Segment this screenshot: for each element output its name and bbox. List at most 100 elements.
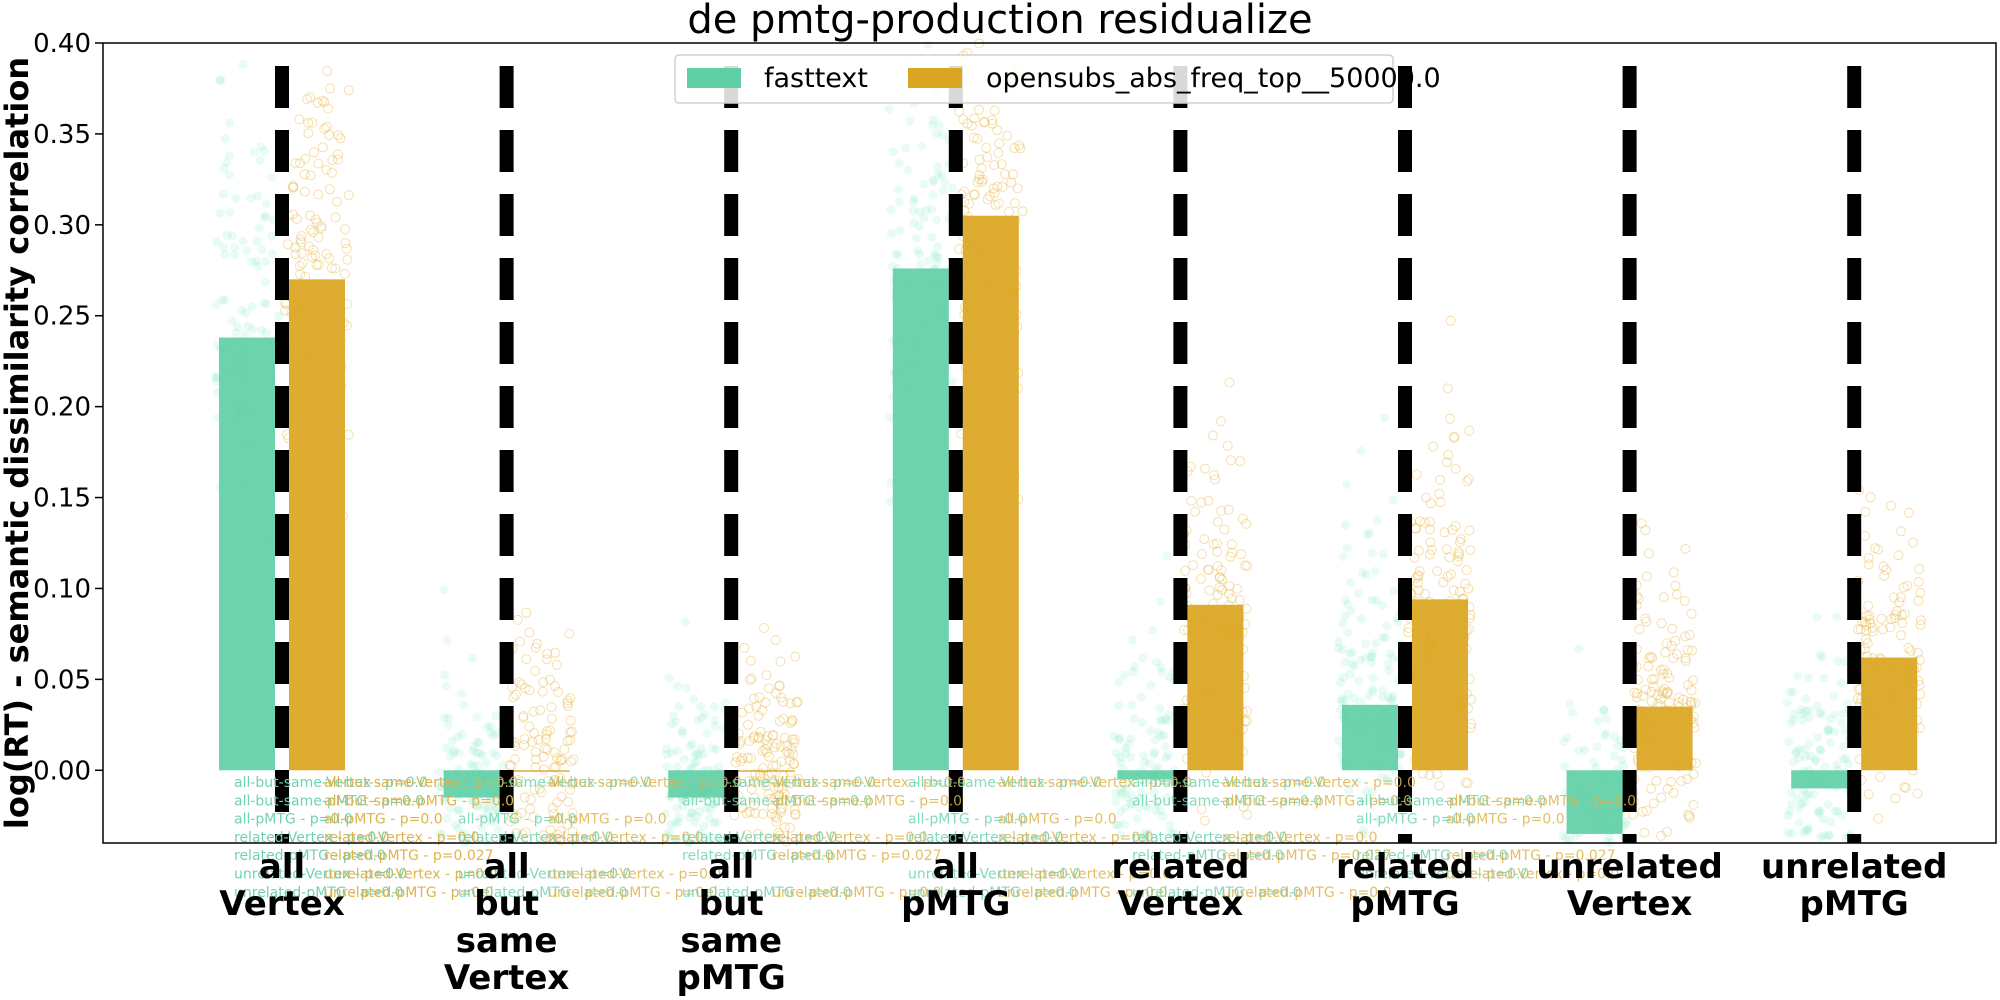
scatter-point	[1899, 782, 1910, 793]
scatter-point	[787, 734, 798, 745]
scatter-point	[290, 158, 301, 169]
scatter-point	[1601, 729, 1611, 738]
scatter-point	[240, 329, 250, 339]
scatter-point	[565, 693, 576, 704]
scatter-point	[672, 762, 682, 772]
scatter-point	[568, 754, 579, 765]
scatter-point	[1223, 588, 1234, 599]
scatter-point	[1126, 799, 1136, 808]
scatter-point	[238, 59, 248, 69]
scatter-point	[323, 103, 333, 114]
scatter-point	[714, 832, 724, 842]
scatter-point	[1214, 572, 1225, 583]
scatter-point	[1814, 808, 1824, 818]
scatter-point	[311, 260, 322, 270]
scatter-point	[1891, 606, 1902, 617]
scatter-point	[767, 803, 778, 814]
scatter-point	[317, 142, 328, 153]
scatter-point	[313, 259, 324, 270]
scatter-point	[1656, 830, 1667, 841]
scatter-point	[774, 680, 785, 691]
scatter-point	[1333, 637, 1343, 647]
scatter-point	[928, 120, 937, 130]
annotation-fasttext: unrelated-Vertex - p=0.0	[1356, 867, 1529, 883]
annotation-opensubs: all-but-same-pMTG - p=0.0	[324, 793, 514, 809]
scatter-point	[1798, 715, 1808, 725]
scatter-point	[305, 210, 316, 221]
scatter-point	[969, 189, 980, 200]
scatter-point	[987, 118, 998, 129]
scatter-point	[690, 750, 700, 760]
scatter-point	[567, 808, 578, 818]
scatter-point	[938, 185, 948, 195]
scatter-point	[1686, 608, 1697, 619]
scatter-point	[776, 756, 787, 767]
scatter-point	[1803, 825, 1813, 835]
scatter-point	[1216, 565, 1227, 576]
scatter-point	[441, 681, 451, 691]
scatter-point	[992, 181, 1003, 192]
annotation-opensubs: related-pMTG - p=0.027	[324, 848, 494, 864]
scatter-point	[1684, 810, 1695, 821]
scatter-point	[1435, 474, 1446, 485]
scatter-point	[1863, 553, 1874, 564]
scatter-point	[785, 717, 796, 728]
scatter-point	[322, 66, 333, 77]
scatter-point	[1435, 497, 1446, 508]
scatter-point	[674, 812, 684, 822]
scatter-point	[524, 685, 535, 696]
scatter-point	[932, 215, 941, 225]
scatter-point	[1641, 616, 1652, 627]
scatter-point	[333, 149, 343, 160]
scatter-point	[1346, 606, 1356, 616]
scatter-point	[1783, 811, 1793, 821]
scatter-point	[787, 715, 798, 726]
scatter-point	[343, 429, 354, 440]
scatter-point	[565, 784, 575, 795]
scatter-point	[1793, 793, 1803, 803]
scatter-point	[1186, 495, 1197, 506]
scatter-point	[1800, 797, 1810, 807]
scatter-point	[888, 147, 898, 157]
scatter-point	[1341, 520, 1350, 530]
scatter-point	[1662, 826, 1673, 837]
scatter-point	[753, 710, 764, 721]
scatter-point	[460, 828, 470, 838]
scatter-point	[1795, 744, 1805, 754]
scatter-point	[249, 147, 259, 157]
scatter-point	[741, 808, 752, 819]
plot-frame	[102, 42, 1997, 844]
scatter-point	[729, 810, 740, 821]
scatter-point	[555, 772, 565, 783]
scatter-point	[1337, 697, 1347, 706]
scatter-point	[1825, 714, 1835, 724]
scatter-point	[1116, 830, 1125, 840]
scatter-point	[1225, 455, 1236, 466]
scatter-point	[1454, 536, 1465, 547]
scatter-point	[1666, 640, 1677, 651]
scatter-point	[555, 755, 566, 766]
scatter-point	[316, 223, 327, 234]
scatter-point	[1610, 732, 1620, 742]
scatter-point	[1004, 206, 1014, 217]
scatter-point	[435, 829, 445, 839]
scatter-point	[1896, 610, 1907, 621]
scatter-point	[303, 128, 314, 139]
y-tick-label: 0.05	[33, 665, 91, 695]
scatter-point	[909, 194, 919, 204]
x-tick-label: related Vertex	[1111, 847, 1249, 924]
scatter-point	[547, 713, 557, 724]
scatter-point	[777, 696, 788, 707]
scatter-point	[545, 825, 556, 836]
scatter-point	[1139, 832, 1149, 842]
scatter-point	[1670, 580, 1681, 591]
scatter-point	[299, 169, 310, 180]
x-tick-label: related pMTG	[1336, 847, 1474, 924]
scatter-point	[698, 749, 708, 759]
scatter-point	[1574, 644, 1584, 654]
scatter-point	[767, 730, 778, 741]
scatter-point	[1224, 581, 1235, 592]
scatter-point	[529, 784, 540, 795]
scatter-point	[735, 755, 746, 766]
scatter-point	[472, 712, 482, 722]
